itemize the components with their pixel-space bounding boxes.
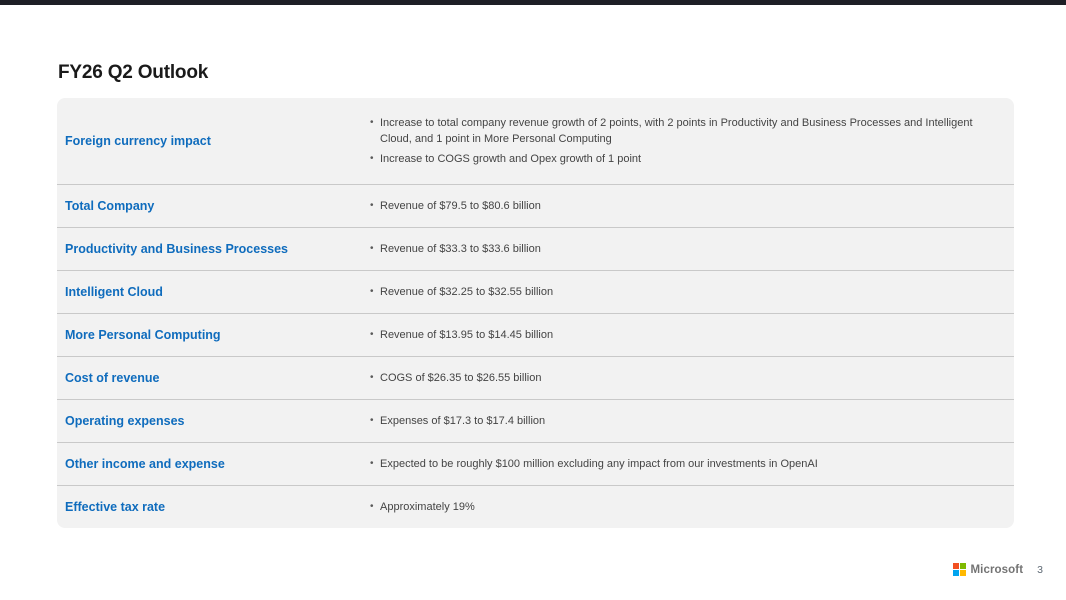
logo-square-blue [952,570,959,576]
bullet-item: • COGS of $26.35 to $26.55 billion [370,370,996,387]
bullet-item: • Revenue of $13.95 to $14.45 billion [370,327,996,344]
table-row: Cost of revenue • COGS of $26.35 to $26.… [57,356,1014,399]
row-label: More Personal Computing [65,327,221,342]
footer: Microsoft 3 [952,563,1043,576]
bullet-text: COGS of $26.35 to $26.55 billion [380,371,542,384]
bullet-text: Expected to be roughly $100 million excl… [380,457,818,470]
bullet-dot-icon: • [370,116,374,128]
row-bullets: • Expenses of $17.3 to $17.4 billion [370,402,1014,441]
bullet-dot-icon: • [370,500,374,512]
bullet-text: Revenue of $13.95 to $14.45 billion [380,328,554,341]
logo-square-red [952,563,959,569]
bullet-item: • Increase to total company revenue grow… [370,115,996,148]
table-row: More Personal Computing • Revenue of $13… [57,313,1014,356]
bullet-item: • Increase to COGS growth and Opex growt… [370,151,996,168]
table-row: Effective tax rate • Approximately 19% [57,485,1014,528]
table-row: Intelligent Cloud • Revenue of $32.25 to… [57,270,1014,313]
row-bullets: • Revenue of $32.25 to $32.55 billion [370,273,1014,312]
row-bullets: • Approximately 19% [370,488,1014,527]
bullet-item: • Revenue of $33.3 to $33.6 billion [370,241,996,258]
row-bullets: • Revenue of $13.95 to $14.45 billion [370,316,1014,355]
row-label: Effective tax rate [65,499,166,514]
row-label: Productivity and Business Processes [65,241,289,256]
page-title: FY26 Q2 Outlook [58,62,209,83]
row-label: Foreign currency impact [65,133,211,148]
row-bullets: • Revenue of $79.5 to $80.6 billion [370,187,1014,226]
table-row: Productivity and Business Processes • Re… [57,227,1014,270]
table-row: Foreign currency impact • Increase to to… [57,98,1014,184]
bullet-text: Revenue of $33.3 to $33.6 billion [380,242,541,255]
page-number: 3 [1037,563,1043,576]
microsoft-logo-icon [952,563,966,576]
row-label: Operating expenses [65,413,185,428]
row-bullets: • Revenue of $33.3 to $33.6 billion [370,230,1014,269]
bullet-item: • Approximately 19% [370,499,996,516]
row-label: Cost of revenue [65,370,160,385]
logo-square-green [959,563,966,569]
row-label: Other income and expense [65,456,225,471]
table-row: Total Company • Revenue of $79.5 to $80.… [57,184,1014,227]
row-bullets: • Increase to total company revenue grow… [370,104,1014,179]
bullet-item: • Expenses of $17.3 to $17.4 billion [370,413,996,430]
bullet-dot-icon: • [370,328,374,340]
table-row: Other income and expense • Expected to b… [57,442,1014,485]
bullet-text: Increase to total company revenue growth… [380,116,973,146]
bullet-dot-icon: • [370,457,374,469]
outlook-table: Foreign currency impact • Increase to to… [57,98,1014,528]
row-bullets: • Expected to be roughly $100 million ex… [370,445,1014,484]
bullet-text: Expenses of $17.3 to $17.4 billion [380,414,546,427]
bullet-text: Approximately 19% [380,500,475,513]
bullet-text: Revenue of $32.25 to $32.55 billion [380,285,554,298]
bullet-dot-icon: • [370,242,374,254]
row-bullets: • COGS of $26.35 to $26.55 billion [370,359,1014,398]
bullet-text: Increase to COGS growth and Opex growth … [380,152,642,165]
bullet-dot-icon: • [370,414,374,426]
bullet-dot-icon: • [370,152,374,164]
row-label: Total Company [65,198,155,213]
bullet-item: • Revenue of $79.5 to $80.6 billion [370,198,996,215]
top-accent-bar [0,0,1066,5]
bullet-text: Revenue of $79.5 to $80.6 billion [380,199,541,212]
bullet-dot-icon: • [370,199,374,211]
microsoft-wordmark: Microsoft [970,563,1024,576]
logo-square-yellow [959,570,966,576]
bullet-item: • Expected to be roughly $100 million ex… [370,456,996,473]
bullet-dot-icon: • [370,285,374,297]
table-row: Operating expenses • Expenses of $17.3 t… [57,399,1014,442]
bullet-dot-icon: • [370,371,374,383]
row-label: Intelligent Cloud [65,284,163,299]
bullet-item: • Revenue of $32.25 to $32.55 billion [370,284,996,301]
